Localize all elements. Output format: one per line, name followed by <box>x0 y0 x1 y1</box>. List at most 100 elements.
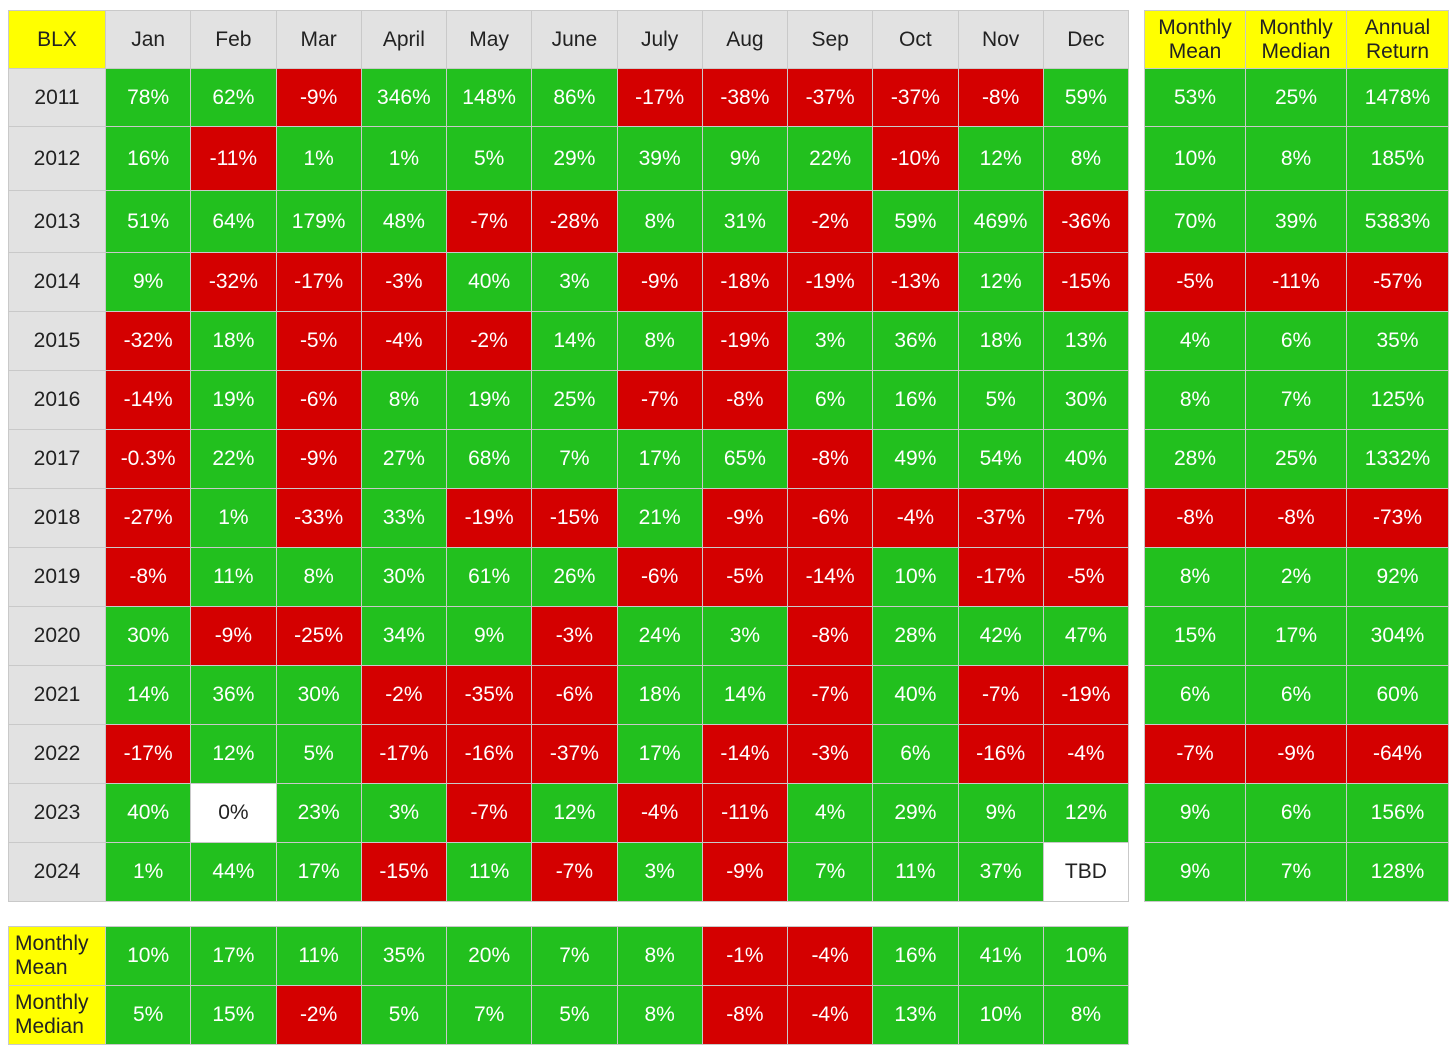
return-cell: 30% <box>360 547 448 607</box>
stats-row-2019: 8% 2% 92% <box>1144 547 1449 607</box>
return-cell: 17% <box>275 842 362 902</box>
return-cell: -9% <box>275 429 362 489</box>
summary-cell: -8% <box>701 985 789 1045</box>
stat-cell: -11% <box>1245 252 1347 312</box>
return-cell: -18% <box>701 252 789 312</box>
return-cell: 12% <box>1042 783 1130 843</box>
return-cell: 0% <box>190 783 277 843</box>
year-label: 2017 <box>8 429 106 489</box>
return-cell: 19% <box>190 370 277 430</box>
year-row-2011: 2011 78% 62% -9% 346% 148% 86% -17% -38% -37% -37%… <box>8 68 1130 127</box>
return-cell: -38% <box>701 68 789 127</box>
return-cell: 17% <box>616 724 703 784</box>
summary-cell: 17% <box>190 926 277 986</box>
return-cell: -7% <box>445 190 533 253</box>
return-cell: 179% <box>275 190 362 253</box>
summary-label: Monthly Median <box>8 985 106 1045</box>
year-label: 2016 <box>8 370 106 430</box>
return-cell: -4% <box>872 488 959 548</box>
year-label: 2022 <box>8 724 106 784</box>
return-cell: 62% <box>190 68 277 127</box>
return-cell: -5% <box>701 547 789 607</box>
stats-rows: 53% 25% 1478% 10% 8% 185% 70% 39% 5383% -5% -11% -5… <box>1144 68 1449 902</box>
return-cell: 30% <box>1042 370 1130 430</box>
return-cell: -3% <box>786 724 874 784</box>
summary-cell: -4% <box>786 985 874 1045</box>
stat-cell: 7% <box>1245 370 1347 430</box>
return-cell: -7% <box>616 370 703 430</box>
return-cell: 29% <box>872 783 959 843</box>
year-label: 2020 <box>8 606 106 666</box>
stats-row-2021: 6% 6% 60% <box>1144 665 1449 725</box>
year-row-2024: 2024 1% 44% 17% -15% 11% -7% 3% -9% 7% 11% 37% TBD <box>8 842 1130 902</box>
month-header-oct: Oct <box>872 10 959 69</box>
return-cell: -27% <box>104 488 192 548</box>
summary-cell: 5% <box>104 985 192 1045</box>
summary-cell: 13% <box>872 985 959 1045</box>
return-cell: -8% <box>701 370 789 430</box>
return-cell: 65% <box>701 429 789 489</box>
monthly-returns-table: BLX Jan Feb Mar April May June July Aug Sep Oct No… <box>8 10 1130 902</box>
month-header-feb: Feb <box>190 10 277 69</box>
year-label: 2011 <box>8 68 106 127</box>
return-cell: 51% <box>104 190 192 253</box>
summary-cell: 41% <box>957 926 1044 986</box>
return-cell: -19% <box>786 252 874 312</box>
return-cell: 12% <box>957 126 1044 191</box>
year-row-2013: 2013 51% 64% 179% 48% -7% -28% 8% 31% -2% 59% 469% -… <box>8 190 1130 253</box>
return-cell: 27% <box>360 429 448 489</box>
year-row-2017: 2017 -0.3% 22% -9% 27% 68% 7% 17% 65% -8% 49% 54% 40… <box>8 429 1130 489</box>
stat-cell: 8% <box>1144 370 1246 430</box>
stats-row-2020: 15% 17% 304% <box>1144 606 1449 666</box>
stat-cell: -73% <box>1346 488 1449 548</box>
year-row-2019: 2019 -8% 11% 8% 30% 61% 26% -6% -5% -14% 10% -17% -5… <box>8 547 1130 607</box>
return-cell: -17% <box>957 547 1044 607</box>
return-cell: 346% <box>360 68 448 127</box>
return-cell: 5% <box>275 724 362 784</box>
return-cell: 34% <box>360 606 448 666</box>
return-cell: 19% <box>445 370 533 430</box>
stat-cell: 8% <box>1245 126 1347 191</box>
year-row-2012: 2012 16% -11% 1% 1% 5% 29% 39% 9% 22% -10% 12% 8% <box>8 126 1130 191</box>
return-cell: 3% <box>786 311 874 371</box>
return-cell: 12% <box>531 783 618 843</box>
year-row-2018: 2018 -27% 1% -33% 33% -19% -15% 21% -9% -6% -4% -37… <box>8 488 1130 548</box>
stat-cell: 9% <box>1144 842 1246 902</box>
return-cell: 469% <box>957 190 1044 253</box>
return-cell: 14% <box>104 665 192 725</box>
year-row-2020: 2020 30% -9% -25% 34% 9% -3% 24% 3% -8% 28% 42% 47% <box>8 606 1130 666</box>
return-cell: -7% <box>445 783 533 843</box>
return-cell: -37% <box>786 68 874 127</box>
summary-cell: 10% <box>1042 926 1130 986</box>
stat-cell: 15% <box>1144 606 1246 666</box>
return-cell: -3% <box>531 606 618 666</box>
return-cell: -19% <box>701 311 789 371</box>
stat-cell: 128% <box>1346 842 1449 902</box>
return-cell: 10% <box>872 547 959 607</box>
return-cell: -6% <box>275 370 362 430</box>
stat-header: Monthly Median <box>1245 10 1347 69</box>
monthly-summary-table: Monthly Mean 10% 17% 11% 35% 20% 7% 8% -1% -4% 16%… <box>8 926 1130 1045</box>
return-cell: 44% <box>190 842 277 902</box>
return-cell: -4% <box>1042 724 1130 784</box>
stats-header-row: Monthly Mean Monthly Median Annual Return <box>1144 10 1449 69</box>
return-cell: 12% <box>957 252 1044 312</box>
return-cell: 13% <box>1042 311 1130 371</box>
return-cell: -9% <box>190 606 277 666</box>
return-cell: 40% <box>1042 429 1130 489</box>
return-cell: -35% <box>445 665 533 725</box>
stats-row-2024: 9% 7% 128% <box>1144 842 1449 902</box>
stat-cell: 25% <box>1245 429 1347 489</box>
year-label: 2024 <box>8 842 106 902</box>
stat-cell: 25% <box>1245 68 1347 127</box>
return-cell: -19% <box>1042 665 1130 725</box>
stat-cell: 1478% <box>1346 68 1449 127</box>
return-cell: -7% <box>957 665 1044 725</box>
return-cell: 6% <box>786 370 874 430</box>
return-cell: 14% <box>531 311 618 371</box>
year-row-2023: 2023 40% 0% 23% 3% -7% 12% -4% -11% 4% 29% 9% 12% <box>8 783 1130 843</box>
return-cell: -8% <box>104 547 192 607</box>
return-cell: 4% <box>786 783 874 843</box>
stats-row-2023: 9% 6% 156% <box>1144 783 1449 843</box>
stat-cell: 6% <box>1245 665 1347 725</box>
